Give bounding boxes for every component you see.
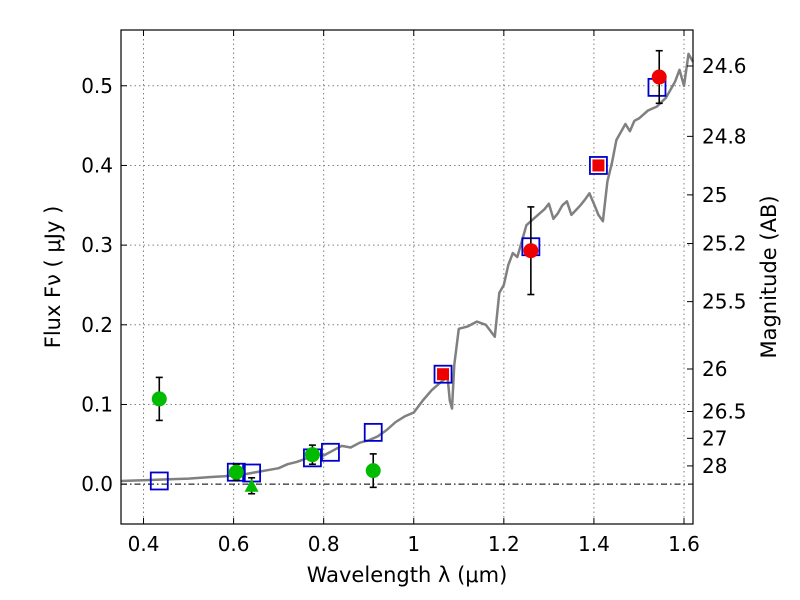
y-axis-title-right: Magnitude (AB) xyxy=(757,195,781,358)
sed-chart: 0.4 0.6 0.8 1 1.2 1.4 1.6 0.0 0.1 0.2 0.3 0.4 0.5 24.… xyxy=(0,0,800,600)
flux-point-marker xyxy=(523,243,538,258)
mag-tick-label: 28 xyxy=(702,454,727,478)
mag-tick-label: 25.5 xyxy=(702,290,747,314)
x-tick-label: 1.2 xyxy=(488,532,520,556)
y-tick-label: 0.5 xyxy=(81,74,113,98)
x-tick-label: 0.8 xyxy=(308,532,340,556)
x-tick-label: 1 xyxy=(407,532,420,556)
x-tick-label: 1.6 xyxy=(668,532,700,556)
mag-tick-label: 24.8 xyxy=(702,124,747,148)
flux-point-marker xyxy=(305,447,320,462)
x-tick-label: 0.6 xyxy=(218,532,250,556)
mag-tick-label: 26.5 xyxy=(702,399,747,423)
y-tick-label: 0.1 xyxy=(81,392,113,416)
plot-background xyxy=(121,30,693,524)
mag-tick-label: 27 xyxy=(702,426,727,450)
filled-square-marker xyxy=(592,159,604,171)
mag-tick-label: 26 xyxy=(702,357,727,381)
mag-tick-label: 24.6 xyxy=(702,54,747,78)
flux-point-marker xyxy=(152,391,167,406)
y-tick-label: 0.4 xyxy=(81,153,113,177)
x-tick-label: 1.4 xyxy=(578,532,610,556)
y-tick-label: 0.3 xyxy=(81,233,113,257)
flux-point-marker xyxy=(229,465,244,480)
flux-point-marker xyxy=(652,70,667,85)
y-axis-title: Flux Fν ( μJy ) xyxy=(41,206,65,349)
y-tick-label: 0.2 xyxy=(81,313,113,337)
filled-square-marker xyxy=(437,368,449,380)
x-axis-title: Wavelength λ (μm) xyxy=(307,563,508,587)
flux-point-marker xyxy=(366,463,381,478)
mag-tick-label: 25.2 xyxy=(702,232,747,256)
y-tick-label: 0.0 xyxy=(81,472,113,496)
mag-tick-label: 25 xyxy=(702,183,727,207)
x-tick-label: 0.4 xyxy=(128,532,160,556)
